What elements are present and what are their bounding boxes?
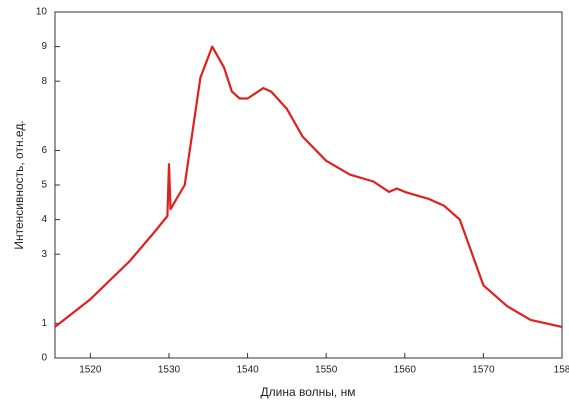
y-tick-label: 9 [41, 41, 47, 52]
y-tick-label: 4 [41, 214, 47, 225]
y-tick-label: 5 [41, 180, 47, 191]
y-tick-label: 8 [41, 76, 47, 87]
x-tick-label: 1520 [79, 365, 102, 376]
x-tick-label: 1530 [158, 365, 181, 376]
y-tick-label: 1 [41, 318, 47, 329]
data-line [54, 45, 563, 328]
x-tick-label: 158 [554, 365, 569, 376]
y-axis-label: Интенсивность, отн.ед. [12, 120, 26, 249]
y-tick-label: 0 [41, 353, 47, 364]
x-tick-label: 1560 [394, 365, 417, 376]
y-tick-label: 10 [36, 7, 48, 18]
x-axis-label: Длина волны, нм [261, 385, 356, 399]
x-tick-label: 1550 [315, 365, 338, 376]
x-tick-label: 1570 [472, 365, 495, 376]
y-tick-label: 3 [41, 249, 47, 260]
x-tick-label: 1540 [236, 365, 259, 376]
y-tick-label: 6 [41, 145, 47, 156]
plot-frame [54, 11, 563, 359]
